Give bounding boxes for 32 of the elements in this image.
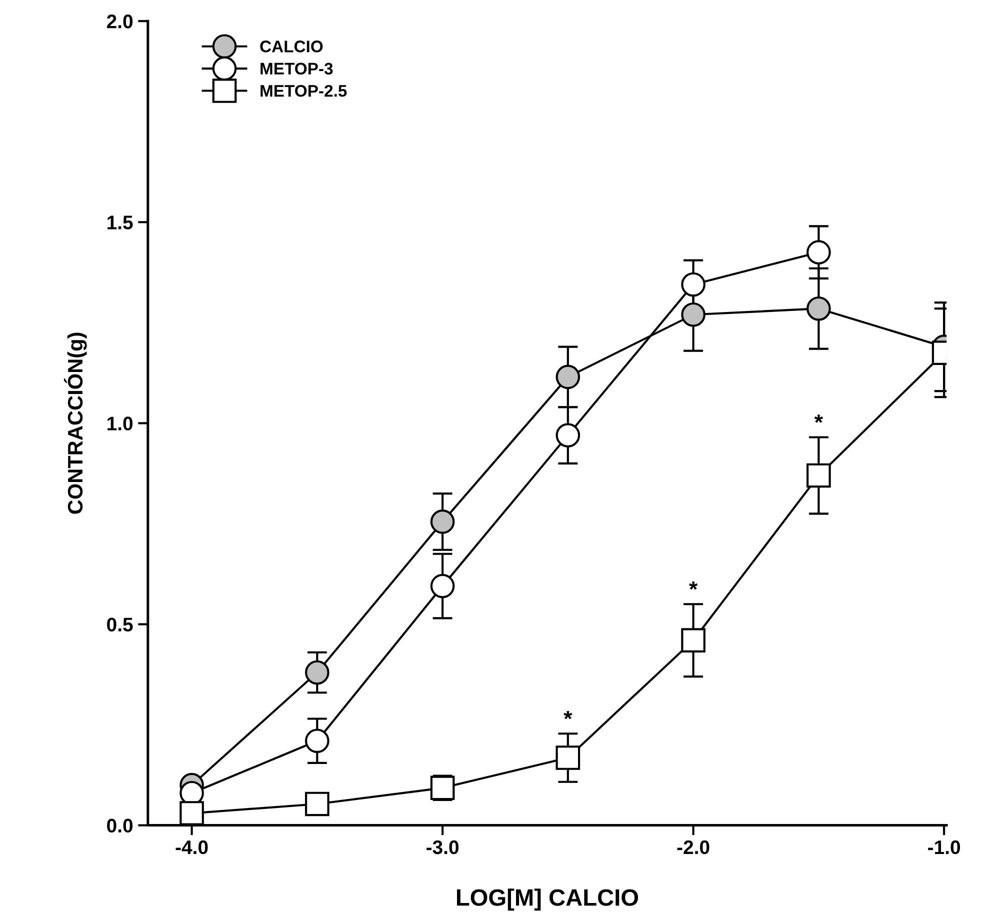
point (806, 240, 831, 264)
x-tick-label: -2.0 (677, 840, 710, 854)
point (305, 792, 330, 816)
point (681, 272, 706, 297)
x-axis-title: LOG[M] CALCIO (457, 888, 638, 911)
y-tick-label: 1.0 (108, 416, 133, 430)
point (681, 628, 706, 652)
x-tick-label: -3.0 (426, 840, 458, 854)
point (180, 801, 204, 826)
point (556, 746, 580, 770)
point (556, 364, 580, 390)
legend-label: METOP-3 (260, 62, 333, 75)
x-tick-label: -4.0 (176, 840, 208, 854)
y-tick-label: 1.5 (108, 216, 133, 230)
point (556, 423, 580, 448)
legend-label: CALCIO (260, 40, 323, 52)
point (806, 296, 831, 321)
point (806, 463, 831, 488)
point (430, 510, 455, 534)
y-tick-label: 2.0 (106, 14, 133, 28)
point (305, 660, 330, 685)
legend-label: METOP-2.5 (260, 84, 347, 97)
y-tick-label: 0.5 (107, 618, 133, 632)
point (305, 728, 330, 754)
point (430, 574, 455, 598)
annotation: * (814, 414, 823, 423)
y-axis-title: CONTRACCIÓN(g) (64, 332, 87, 514)
y-tick-label: 0.0 (107, 818, 133, 833)
point (681, 302, 706, 327)
annotation: * (689, 581, 698, 590)
x-tick-label: -1.0 (928, 840, 960, 854)
annotation: * (564, 710, 572, 720)
